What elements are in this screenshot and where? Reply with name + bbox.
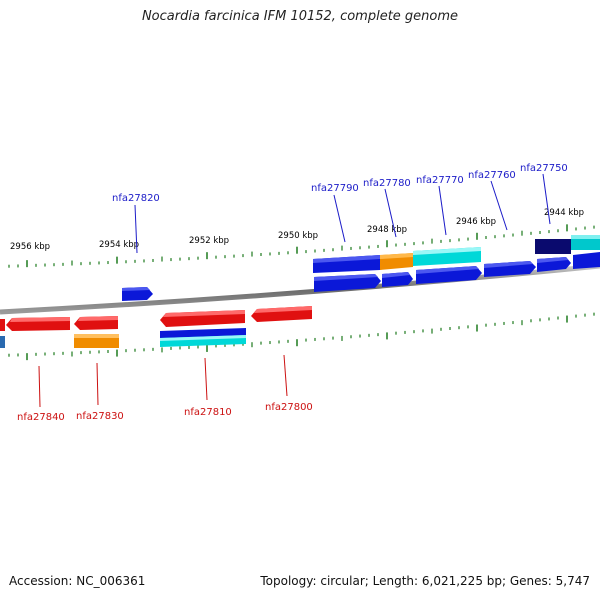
label-nfa27800: nfa27800 [265,402,313,413]
scale-label-2946: 2946 kbp [456,217,496,227]
scale-label-2948: 2948 kbp [367,225,407,235]
gene-red-edge[interactable] [0,319,5,348]
gene-blue-c[interactable] [573,252,600,269]
gene-nfa27770[interactable] [413,247,481,266]
forward-genes [122,235,600,301]
scale-label-2954: 2954 kbp [99,240,139,250]
scale-label-2956: 2956 kbp [10,242,50,252]
gene-blue-b[interactable] [537,257,571,272]
gene-red-b[interactable] [74,316,118,330]
forward-gene-labels: nfa27820 nfa27790 nfa27780 nfa27770 nfa2… [112,163,568,254]
label-nfa27770: nfa27770 [416,175,464,186]
scale-label-2950: 2950 kbp [278,231,318,241]
label-nfa27790: nfa27790 [311,183,359,194]
label-nfa27750: nfa27750 [520,163,568,174]
gene-red-c[interactable] [160,310,245,327]
label-nfa27840: nfa27840 [17,412,65,423]
gene-nfa27830[interactable] [74,334,119,348]
gene-blue-d[interactable] [314,274,381,292]
upper-tick-track [8,224,595,268]
reverse-genes [0,306,312,348]
accession-label: Accession: NC_006361 [9,574,146,588]
label-nfa27830: nfa27830 [76,411,124,422]
label-nfa27780: nfa27780 [363,178,411,189]
gene-nfa27840[interactable] [6,317,70,331]
topology-summary: Topology: circular; Length: 6,021,225 bp… [260,574,590,588]
map-title: Nocardia farcinica IFM 10152, complete g… [141,9,459,24]
label-nfa27760: nfa27760 [468,170,516,181]
gene-nfa27800[interactable] [251,306,312,322]
scale-label-2944: 2944 kbp [544,208,584,218]
gene-nfa27810[interactable] [160,328,246,347]
label-nfa27820: nfa27820 [112,193,160,204]
gene-blue-e[interactable] [382,272,413,287]
gene-nfa27790[interactable] [313,255,380,273]
reverse-gene-labels: nfa27840 nfa27830 nfa27810 nfa27800 [17,354,313,423]
scale-label-2952: 2952 kbp [189,236,229,246]
gene-blue-f[interactable] [416,266,482,284]
gene-nfa27820[interactable] [122,287,153,301]
gene-nfa27750[interactable] [535,235,600,254]
gene-nfa27780[interactable] [380,253,413,270]
scale-labels: 2956 kbp 2954 kbp 2952 kbp 2950 kbp 2948… [10,208,584,252]
label-nfa27810: nfa27810 [184,407,232,418]
gene-blue-a[interactable] [484,261,536,277]
